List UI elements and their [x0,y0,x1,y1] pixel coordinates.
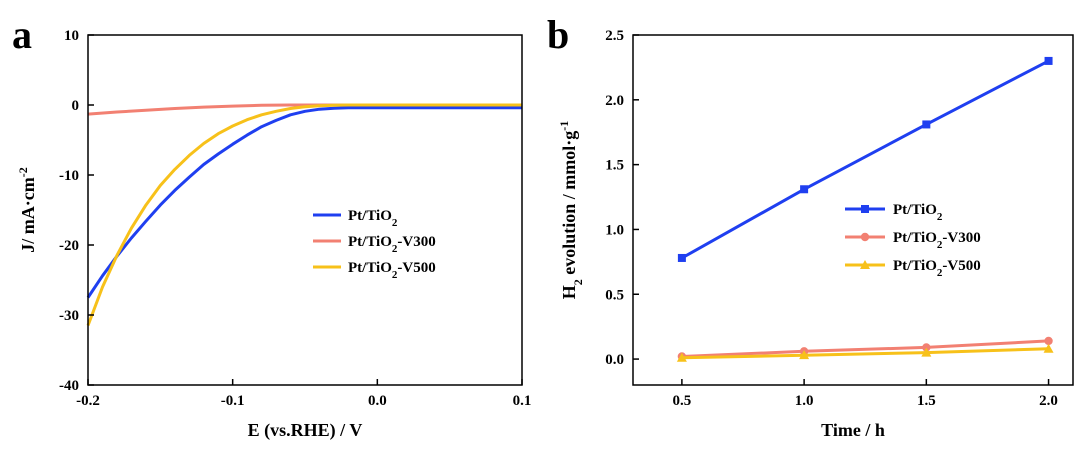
legend-label-a-0: Pt/TiO2 [348,208,398,229]
legend-label-a-2: Pt/TiO2-V500 [348,260,436,281]
data-point-b-0-3 [1044,56,1053,65]
legend-label-b-0: Pt/TiO2 [893,202,943,223]
y-tick-label-b: 1.5 [605,158,624,174]
x-axis-label-a: E (vs.RHE) / V [248,420,363,441]
data-point-b-1-3 [1044,336,1053,346]
panel-label-b: b [547,12,569,57]
x-tick-label-b: 1.0 [795,393,814,409]
y-axis-label-b: H2 evolution / mmol·g-1 [557,121,585,300]
data-point-b-1-2 [922,343,931,352]
series-line-b-2 [681,347,1049,360]
x-tick-label-a: 0.0 [368,393,387,409]
y-tick-label-b: 2.0 [605,93,624,109]
data-point-b-2-0 [676,352,687,362]
data-point-b-0-0 [677,253,686,262]
panel-label-a: a [12,12,32,57]
series-line-a-2 [86,103,522,327]
data-point-b-2-2 [921,347,932,357]
x-tick-label-b: 1.5 [917,393,936,409]
series-line-b-0 [681,59,1050,260]
x-tick-label-a: -0.2 [76,393,100,409]
x-tick-label-b: 2.0 [1039,393,1058,409]
data-point-b-0-2 [922,120,931,129]
y-tick-label-a: 0 [72,98,80,114]
plot-frame-a [87,34,523,386]
legend-marker-b-0 [861,205,869,213]
y-tick-label-b: 0.0 [605,352,624,368]
data-point-b-2-3 [1043,343,1054,353]
panel-a-chart: -0.2 -0.1 0.0 0.1 10 0 -10 -20 -30 -40 E (vs.RHE) … [16,28,531,441]
legend-label-a-1: Pt/TiO2-V300 [348,234,436,255]
y-tick-label-b: 1.0 [605,222,624,238]
y-tick-label-a: -40 [59,378,79,394]
series-line-b-1 [681,339,1049,358]
y-tick-label-a: -20 [59,238,79,254]
legend-marker-b-1 [860,232,870,242]
plot-frame-b [632,34,1074,386]
y-axis-label-a: J/ mA·cm-2 [16,167,38,252]
series-line-a-0 [86,106,522,299]
y-tick-label-a: -10 [59,168,79,184]
legend-marker-b-2 [860,260,870,269]
data-point-b-2-1 [799,350,810,360]
data-point-b-0-1 [800,185,809,194]
y-tick-label-b: 0.5 [605,287,624,303]
x-tick-label-b: 0.5 [673,393,692,409]
x-tick-label-a: -0.1 [221,393,245,409]
legend-label-b-1: Pt/TiO2-V300 [893,230,981,251]
y-tick-label-a: 10 [64,28,79,44]
x-axis-label-b: Time / h [821,420,885,440]
y-tick-label-b: 2.5 [605,28,624,44]
y-tick-label-a: -30 [59,308,79,324]
x-tick-label-a: 0.1 [513,393,532,409]
panel-b-chart: 0.5 1.0 1.5 2.0 2.5 2.0 1.5 1.0 0.5 0.0 Time / h H2… [557,28,1074,440]
legend-label-b-2: Pt/TiO2-V500 [893,258,981,279]
